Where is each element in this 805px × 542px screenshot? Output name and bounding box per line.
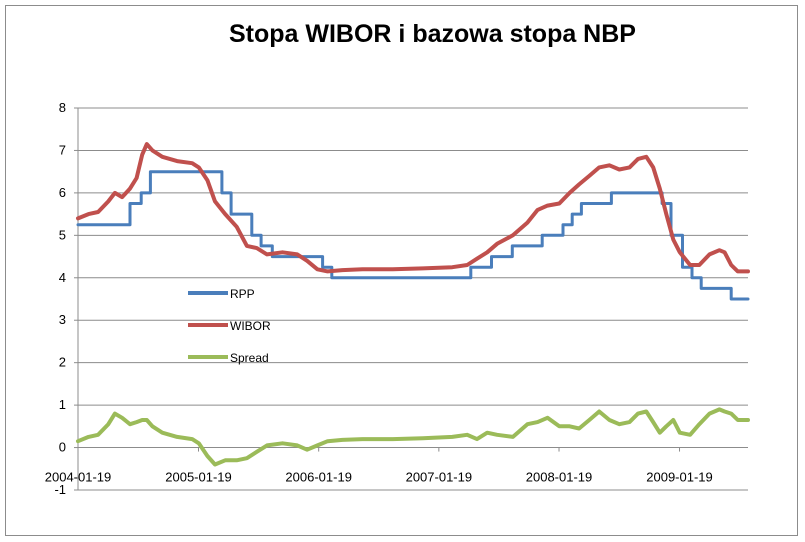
series-line-wibor [76, 142, 750, 274]
series-line-spread [76, 407, 750, 467]
y-tick-label: 2 [59, 355, 66, 370]
legend-label-spread: Spread [230, 351, 269, 365]
x-tick-label: 2007-01-19 [406, 470, 473, 485]
chart-title: Stopa WIBOR i bazowa stopa NBP [229, 20, 636, 48]
legend: RPP WIBOR Spread [188, 287, 271, 365]
y-tick-label: 3 [59, 312, 66, 327]
x-axis-ticks: 2004-01-19 2005-01-19 2006-01-19 2007-01-19… [45, 447, 713, 485]
y-tick-label: -1 [54, 482, 66, 497]
x-tick-label: 2006-01-19 [285, 470, 352, 485]
axes [77, 108, 748, 490]
y-tick-label: 8 [59, 100, 66, 115]
x-tick-label: 2009-01-19 [646, 470, 713, 485]
x-tick-label: 2004-01-19 [45, 470, 112, 485]
y-tick-label: 1 [59, 397, 66, 412]
legend-label-wibor: WIBOR [230, 319, 271, 333]
x-tick-label: 2005-01-19 [165, 470, 232, 485]
y-tick-label: 6 [59, 185, 66, 200]
y-tick-label: 5 [59, 227, 66, 242]
series-lines [76, 142, 750, 467]
series-line-rpp [76, 170, 750, 301]
y-tick-label: 7 [59, 142, 66, 157]
y-tick-label: 0 [59, 440, 66, 455]
x-tick-label: 2008-01-19 [526, 470, 593, 485]
grid-lines [78, 107, 748, 491]
y-tick-label: 4 [59, 270, 66, 285]
legend-label-rpp: RPP [230, 287, 255, 301]
y-axis-ticks: -1 0 1 2 3 4 5 6 7 8 [54, 100, 78, 497]
